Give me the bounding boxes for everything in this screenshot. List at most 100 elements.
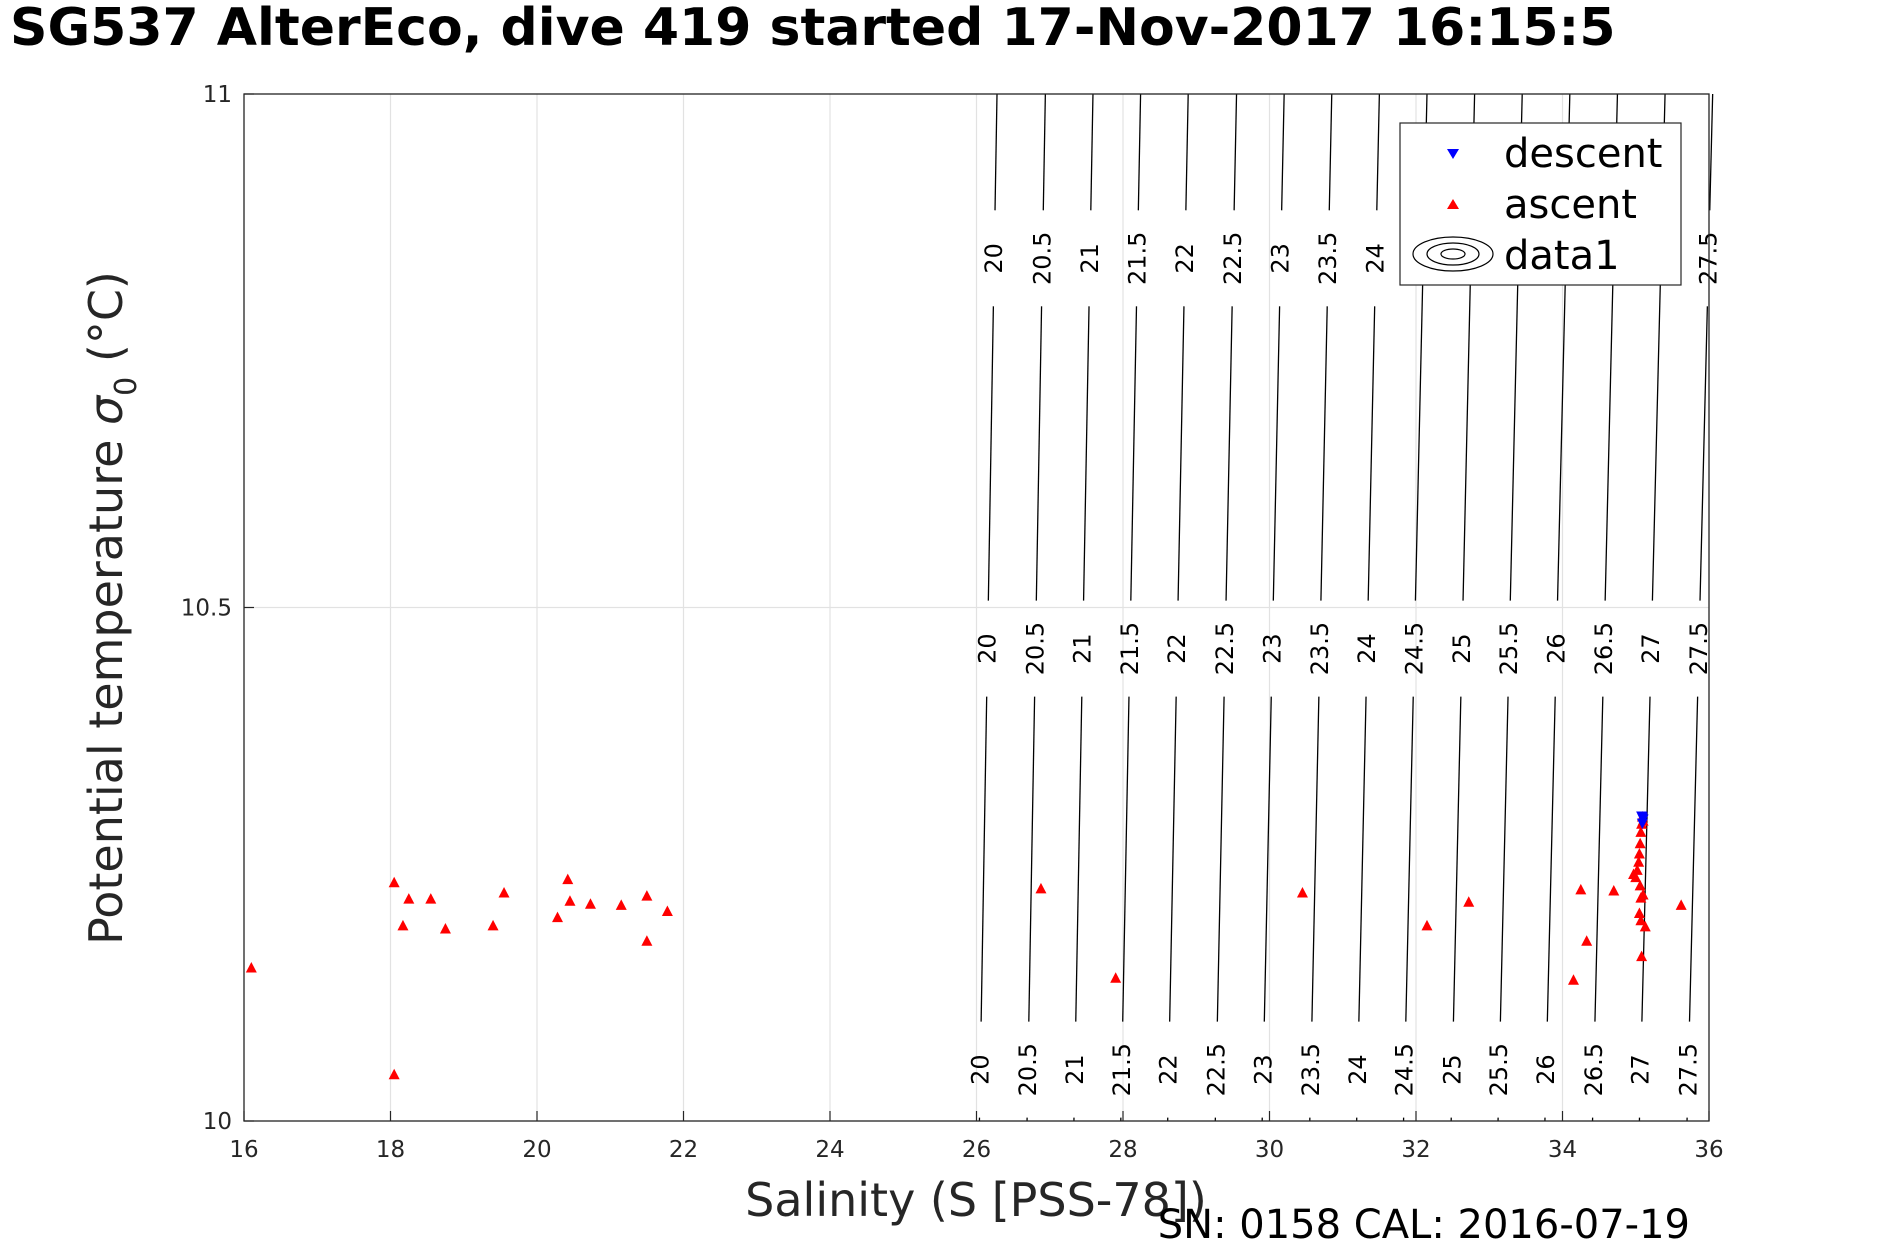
isopycnal-label: 21	[1069, 633, 1097, 664]
isopycnal-label: 24	[1344, 1054, 1372, 1085]
legend-descent-label: descent	[1504, 131, 1662, 177]
isopycnal-label: 21.5	[1116, 622, 1144, 675]
ascent-point	[1567, 974, 1579, 985]
ascent-point	[1575, 883, 1587, 895]
y-axis-label-text: Potential temperature	[79, 425, 133, 945]
ascent-point	[1633, 847, 1645, 859]
isopycnal-label: 25	[1448, 633, 1476, 664]
x-tick-label: 36	[1694, 1137, 1723, 1163]
isopycnal-line	[1328, 93, 1333, 211]
isopycnal-label: 26.5	[1580, 1043, 1608, 1096]
ascent-point	[487, 919, 499, 931]
x-tick-label: 18	[376, 1137, 405, 1163]
isopycnal-line	[1075, 696, 1083, 1022]
isopycnal-line	[1320, 306, 1328, 601]
isopycnal-label: 26	[1542, 633, 1570, 664]
isopycnal-line	[994, 93, 998, 211]
ascent-point	[1637, 889, 1649, 900]
legend-contour-icon	[1412, 236, 1494, 272]
isopycnal-line	[1546, 696, 1556, 1022]
isopycnal-label: 22.5	[1202, 1043, 1230, 1096]
x-tick-label: 24	[815, 1137, 844, 1163]
isopycnal-label: 22.5	[1219, 232, 1247, 285]
isopycnal-line	[1452, 696, 1462, 1022]
legend-descent-marker	[1447, 149, 1459, 159]
isopycnal-line	[1263, 696, 1272, 1022]
data-points	[245, 811, 1687, 1080]
isopycnal-line	[987, 306, 995, 601]
legend: descent ascent data1	[1399, 122, 1682, 286]
isopycnal-label: 20.5	[1014, 1043, 1042, 1096]
ascent-point	[388, 876, 400, 888]
ascent-point	[1035, 882, 1047, 894]
isopycnal-label: 22	[1171, 243, 1199, 274]
isopycnal-label: 25.5	[1495, 622, 1523, 675]
isopycnal-line	[1042, 93, 1047, 211]
isopycnal-line	[1122, 696, 1130, 1022]
isopycnal-line	[1216, 696, 1225, 1022]
isopycnal-label: 27	[1637, 633, 1665, 664]
isopycnal-label: 21.5	[1123, 232, 1151, 285]
y-tick-label: 10.5	[181, 596, 232, 622]
isopycnal-label: 26	[1532, 1054, 1560, 1085]
ascent-point	[397, 919, 409, 931]
y-axis-label-unit: (°C)	[79, 271, 133, 377]
ascent-point	[552, 911, 564, 923]
ascent-point	[1636, 950, 1648, 962]
ascent-point	[641, 890, 653, 901]
isopycnal-line	[1130, 306, 1138, 601]
legend-ascent-label: ascent	[1504, 182, 1637, 228]
isopycnal-line	[1367, 306, 1376, 601]
ascent-point	[1296, 887, 1308, 898]
ascent-point	[1633, 907, 1645, 919]
ascent-point	[1421, 919, 1433, 931]
y-axis-label-subscript: 0	[109, 377, 144, 396]
ascent-point	[403, 893, 415, 904]
isopycnal-label: 21	[1061, 1054, 1089, 1085]
y-axis-ticks: 10 10.5 11	[181, 82, 254, 1135]
isopycnal-line	[1137, 93, 1142, 211]
ascent-point	[1634, 837, 1646, 849]
chart-title: SG537 AlterEco, dive 419 started 17-Nov-…	[10, 0, 1616, 58]
x-tick-label: 32	[1401, 1137, 1430, 1163]
isopycnal-label: 26.5	[1590, 622, 1618, 675]
isopycnal-label: 20.5	[1021, 622, 1049, 675]
ascent-point	[245, 961, 257, 973]
isopycnal-contours: 20 20 20 20.5 20.5 20.5 21 21 21 21.5 21.5 21.5 22 22…	[966, 93, 1723, 1122]
isopycnal-label: 25.5	[1485, 1043, 1513, 1096]
isopycnal-line	[1699, 306, 1709, 601]
isopycnal-label: 27	[1627, 1054, 1655, 1085]
isopycnal-line	[1499, 696, 1509, 1022]
isopycnal-line	[1641, 696, 1651, 1022]
isopycnal-line	[1358, 696, 1367, 1022]
isopycnal-label: 20.5	[1028, 232, 1056, 285]
isopycnal-line	[1281, 93, 1285, 211]
isopycnal-label: 21.5	[1108, 1043, 1136, 1096]
isopycnal-line	[1185, 93, 1189, 211]
legend-ascent-marker	[1447, 199, 1459, 209]
isopycnal-line	[980, 696, 988, 1022]
isopycnal-line	[1082, 306, 1090, 601]
x-axis-label: Salinity (S [PSS-78])	[745, 1173, 1207, 1227]
y-tick-label: 11	[203, 82, 232, 108]
isopycnal-label: 23	[1258, 633, 1286, 664]
isopycnal-label: 20	[980, 243, 1008, 274]
ascent-point	[439, 922, 451, 934]
x-tick-label: 30	[1255, 1137, 1284, 1163]
y-axis-label: Potential temperature σ0 (°C)	[79, 271, 144, 945]
ascent-point	[1675, 899, 1687, 910]
ascent-point	[498, 887, 510, 898]
isopycnal-line	[1709, 93, 1714, 211]
x-tick-label: 28	[1108, 1137, 1137, 1163]
ascent-point	[1635, 826, 1647, 837]
isopycnal-line	[1272, 306, 1281, 601]
isopycnal-line	[1376, 93, 1381, 211]
isopycnal-label: 23.5	[1314, 232, 1342, 285]
ascent-point	[564, 895, 576, 906]
y-tick-label: 10	[203, 1109, 232, 1135]
ascent-point	[1634, 879, 1646, 891]
isopycnal-label: 24	[1353, 633, 1381, 664]
ascent-point	[1633, 856, 1645, 867]
isopycnal-label: 23	[1249, 1054, 1277, 1085]
